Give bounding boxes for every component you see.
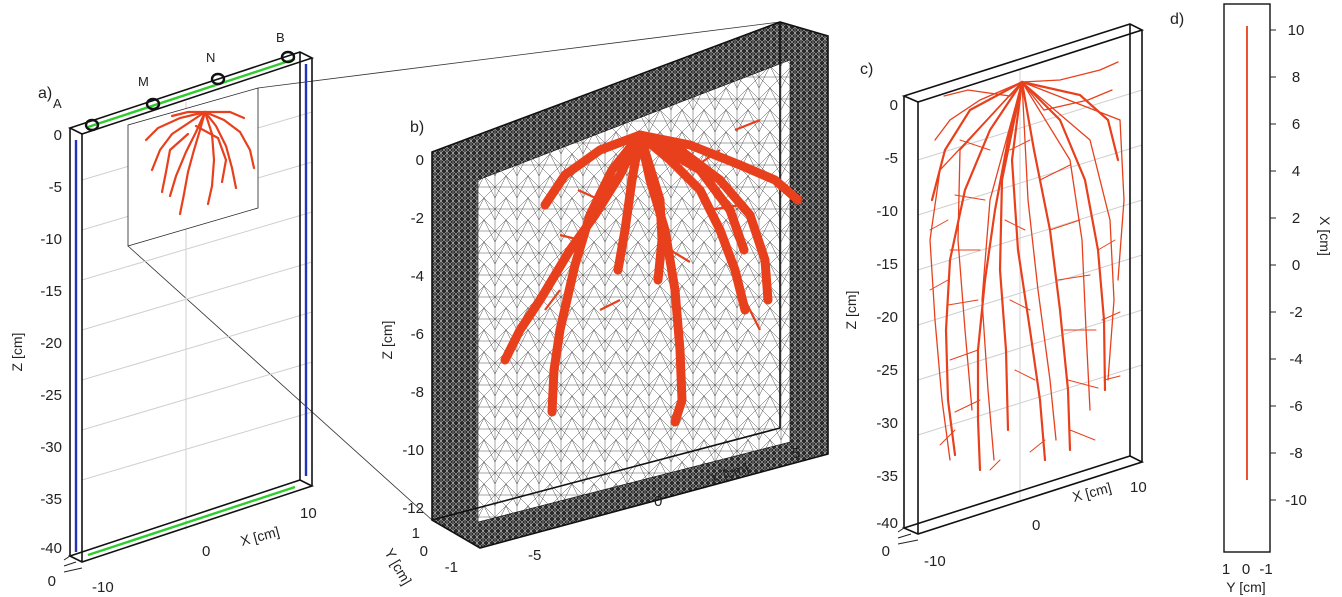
panel-b-y-axis-label: Y [cm] [381, 546, 415, 588]
panel-b-z-tick: -6 [411, 326, 424, 343]
panel-a-top-bottom-boundaries [87, 57, 296, 557]
panel-a-x-tick: 0 [202, 543, 210, 560]
panel-c-z-tick: -5 [885, 150, 898, 167]
panel-b-x-tick: -5 [528, 547, 541, 564]
panel-b-z-tick: -10 [402, 442, 424, 459]
panel-b-root-laterals [544, 118, 761, 331]
panel-d-x-tick: 10 [1288, 22, 1305, 39]
panel-d-y-ticks: 1 0 -1 [1222, 561, 1273, 578]
panel-b-z-tick: -2 [411, 210, 424, 227]
panel-c-z-tick: -40 [876, 515, 898, 532]
panel-b-root-system [500, 130, 803, 427]
panel-c-z-tick: -25 [876, 362, 898, 379]
panel-a-z-tick: -35 [40, 491, 62, 508]
panel-a-z-tick: -25 [40, 387, 62, 404]
panel-c-z-tick: -10 [876, 203, 898, 220]
panel-d-x-tick: -10 [1285, 492, 1307, 509]
panel-a-x-tick: 10 [300, 505, 317, 522]
panel-c-z-tick: -15 [876, 256, 898, 273]
panel-c-z-tick: -30 [876, 415, 898, 432]
panel-a-z-tick: -10 [40, 231, 62, 248]
panel-a-x-axis-label: X [cm] [239, 523, 281, 549]
panel-b-z-tick: -12 [402, 500, 424, 517]
panel-c-y-tick: 0 [882, 543, 890, 560]
panel-d-x-tick: -8 [1289, 445, 1302, 462]
panel-b-x-tick: 5 [792, 445, 800, 462]
panel-a-z-tick: -15 [40, 283, 62, 300]
panel-c-x-tick: -10 [924, 553, 946, 570]
panel-c-z-axis-label: Z [cm] [843, 291, 859, 330]
electrode-n-label: N [206, 50, 215, 65]
panel-b-label: b) [410, 119, 424, 136]
panel-d-y-axis-label: Y [cm] [1226, 579, 1265, 595]
panel-d-frame [1223, 3, 1271, 553]
panel-c-corner-ticks [897, 527, 919, 545]
panel-d-x-ticks: 10 8 6 4 2 0 -2 -4 -6 -8 -10 [1285, 22, 1307, 509]
panel-a-corner-ticks [63, 555, 83, 573]
panel-d-x-tick-marks [1270, 29, 1276, 501]
panel-a-z-axis-label: Z [cm] [9, 333, 25, 372]
panel-c-tank [901, 23, 1145, 535]
panel-c-z-ticks: 0 -5 -10 -15 -20 -25 -30 -35 -40 [876, 97, 898, 532]
panel-a: a) [9, 30, 317, 596]
panel-b-z-tick: -4 [411, 268, 424, 285]
electrode-m-label: M [138, 74, 149, 89]
electrode-b-label: B [276, 30, 285, 45]
panel-b-y-tick: 1 [412, 525, 420, 542]
panel-b-x-tick: 0 [654, 493, 662, 510]
electrode-a-marker [84, 118, 100, 132]
panel-d-x-tick: 6 [1292, 116, 1300, 133]
panel-c-z-tick: -35 [876, 468, 898, 485]
panel-d-y-tick: -1 [1259, 561, 1272, 578]
panel-c-label: c) [860, 61, 873, 78]
panel-d-x-tick: -2 [1289, 304, 1302, 321]
panel-b-z-tick: -8 [411, 384, 424, 401]
panel-a-x-tick: -10 [92, 579, 114, 596]
panel-b-y-tick: -1 [445, 559, 458, 576]
electrode-b-marker [280, 50, 296, 64]
panel-d: d) 10 8 6 4 2 0 -2 -4 -6 -8 -10 X [cm] 1 [1170, 3, 1333, 595]
panel-d-y-tick: 0 [1242, 561, 1250, 578]
panel-d-x-tick: 2 [1292, 210, 1300, 227]
panel-a-electrodes [84, 50, 296, 132]
panel-a-z-ticks: 0 -5 -10 -15 -20 -25 -30 -35 -40 [40, 127, 62, 557]
electrode-n-marker [210, 72, 226, 86]
panel-c-root-laterals [929, 139, 1121, 471]
panel-d-x-tick: 8 [1292, 69, 1300, 86]
panel-a-root-system [144, 110, 256, 216]
panel-c: c) [843, 23, 1147, 570]
panel-a-z-tick: -20 [40, 335, 62, 352]
panel-a-z-tick: -40 [40, 540, 62, 557]
panel-a-z-tick: -30 [40, 439, 62, 456]
panel-c-root-system [929, 61, 1125, 472]
panel-d-x-tick: 4 [1292, 163, 1300, 180]
panel-a-z-tick: -5 [49, 179, 62, 196]
panel-b-z-ticks: 0 -2 -4 -6 -8 -10 -12 [402, 152, 424, 517]
panel-c-x-tick: 0 [1032, 517, 1040, 534]
panel-b-z-tick: 0 [416, 152, 424, 169]
panel-d-y-tick: 1 [1222, 561, 1230, 578]
panel-a-inset [127, 87, 259, 247]
electrode-m-marker [145, 97, 161, 111]
panel-c-z-tick: 0 [890, 97, 898, 114]
panel-d-x-tick: -4 [1289, 351, 1302, 368]
panel-a-z-tick: 0 [54, 127, 62, 144]
panel-d-x-axis-label: X [cm] [1317, 216, 1333, 256]
zoom-connector-lines [127, 21, 781, 521]
panel-b-z-axis-label: Z [cm] [379, 321, 395, 360]
panel-d-x-tick: -6 [1289, 398, 1302, 415]
panel-a-label: a) [38, 85, 52, 102]
panel-d-label: d) [1170, 11, 1184, 28]
panel-b-y-tick: 0 [420, 543, 428, 560]
panel-a-side-boundaries [74, 64, 308, 552]
panel-a-grid [81, 102, 313, 530]
panel-a-y-tick: 0 [48, 573, 56, 590]
panel-c-z-tick: -20 [876, 309, 898, 326]
panel-b: b) 0 -2 [379, 21, 829, 588]
panel-c-x-tick: 10 [1130, 479, 1147, 496]
electrode-a-label: A [53, 96, 62, 111]
panel-d-x-tick: 0 [1292, 257, 1300, 274]
